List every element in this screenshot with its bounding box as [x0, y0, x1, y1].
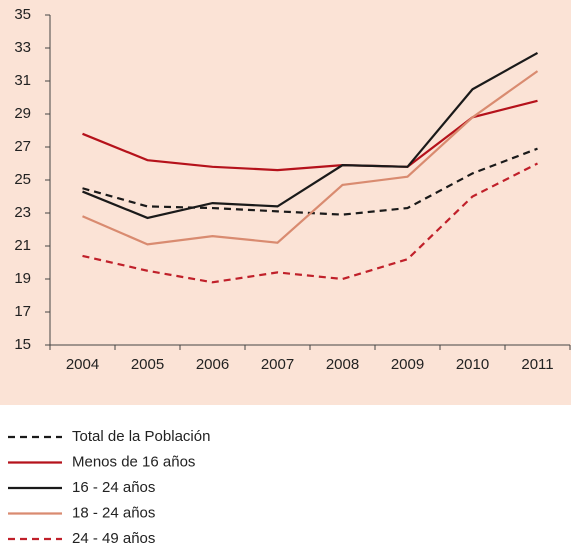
y-tick-label: 19 — [14, 270, 31, 287]
y-tick-label: 35 — [14, 6, 31, 23]
y-tick-label: 21 — [14, 237, 31, 254]
legend-label: 16 - 24 años — [72, 479, 155, 496]
line-series — [82, 162, 538, 284]
x-tick-label: 2009 — [391, 356, 424, 373]
y-tick-label: 23 — [14, 204, 31, 221]
x-tick-label: 2011 — [521, 356, 553, 373]
y-tick-label: 17 — [14, 303, 31, 320]
x-tick-label: 2006 — [196, 356, 229, 373]
y-tick-label: 25 — [14, 171, 31, 188]
line-series — [82, 99, 538, 172]
line-series — [82, 70, 539, 246]
x-tick-label: 2008 — [326, 356, 359, 373]
y-tick-label: 31 — [14, 72, 31, 89]
y-tick-label: 29 — [14, 105, 31, 122]
legend-label: 24 - 49 años — [72, 530, 155, 547]
legend-label: Total de la Población — [72, 428, 210, 445]
y-tick-label: 27 — [14, 138, 31, 155]
x-tick-label: 2004 — [66, 356, 99, 373]
line-series — [82, 51, 539, 220]
y-tick-label: 33 — [14, 39, 31, 56]
x-tick-label: 2005 — [131, 356, 164, 373]
x-tick-label: 2007 — [261, 356, 294, 373]
legend-label: Menos de 16 años — [72, 453, 195, 470]
x-tick-label: 2010 — [456, 356, 489, 373]
y-tick-label: 15 — [14, 336, 31, 353]
legend-label: 18 - 24 años — [72, 504, 155, 521]
